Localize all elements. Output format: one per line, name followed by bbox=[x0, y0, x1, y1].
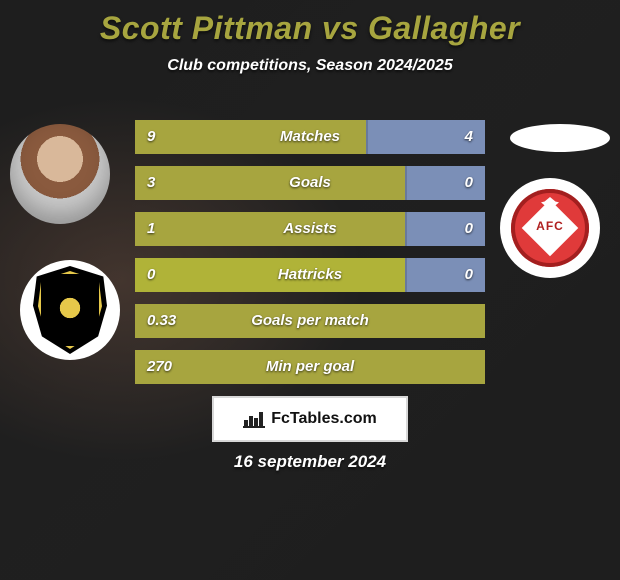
brand-text: FcTables.com bbox=[271, 410, 377, 428]
infographic-root: Scott Pittman vs Gallagher Club competit… bbox=[0, 0, 620, 580]
stat-label: Hattricks bbox=[135, 258, 485, 292]
stat-row: 00Hattricks bbox=[135, 258, 485, 292]
stat-row: 94Matches bbox=[135, 120, 485, 154]
subtitle: Club competitions, Season 2024/2025 bbox=[0, 57, 620, 75]
afc-badge-icon: AFC bbox=[511, 189, 589, 267]
chart-icon bbox=[243, 410, 265, 428]
stat-row: 270Min per goal bbox=[135, 350, 485, 384]
date-line: 16 september 2024 bbox=[0, 452, 620, 472]
stat-row: 10Assists bbox=[135, 212, 485, 246]
stats-container: 94Matches 30Goals 10Assists 00Hattricks 0.33… bbox=[135, 120, 485, 396]
club-left-badge bbox=[20, 260, 120, 360]
player-right-photo bbox=[510, 124, 610, 152]
shield-icon bbox=[33, 266, 107, 354]
brand-box: FcTables.com bbox=[212, 396, 408, 442]
stat-label: Assists bbox=[135, 212, 485, 246]
stat-label: Goals bbox=[135, 166, 485, 200]
stat-label: Matches bbox=[135, 120, 485, 154]
afc-text: AFC bbox=[511, 219, 589, 233]
stat-row: 30Goals bbox=[135, 166, 485, 200]
club-right-badge: AFC bbox=[500, 178, 600, 278]
stat-label: Min per goal bbox=[135, 350, 485, 384]
player-left-photo bbox=[10, 124, 110, 224]
stat-label: Goals per match bbox=[135, 304, 485, 338]
stat-row: 0.33Goals per match bbox=[135, 304, 485, 338]
page-title: Scott Pittman vs Gallagher bbox=[0, 0, 620, 47]
